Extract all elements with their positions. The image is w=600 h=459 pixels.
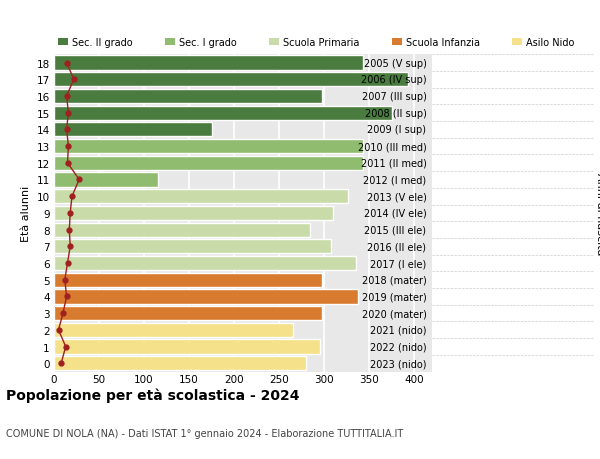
Bar [54, 90, 322, 104]
Bar [54, 140, 363, 154]
Bar [54, 190, 349, 204]
Bar [54, 106, 392, 121]
Bar [54, 157, 363, 170]
Bar [54, 323, 293, 337]
Bar [54, 356, 306, 370]
Bar [54, 257, 356, 270]
Bar [54, 306, 322, 320]
Bar [54, 223, 310, 237]
Bar [54, 73, 408, 87]
Bar [54, 290, 358, 304]
Y-axis label: Età alunni: Età alunni [21, 185, 31, 241]
Bar [54, 340, 320, 354]
Text: COMUNE DI NOLA (NA) - Dati ISTAT 1° gennaio 2024 - Elaborazione TUTTITALIA.IT: COMUNE DI NOLA (NA) - Dati ISTAT 1° genn… [6, 428, 403, 438]
Bar [54, 207, 333, 220]
Bar [54, 240, 331, 254]
Y-axis label: Anni di nascita: Anni di nascita [595, 172, 600, 255]
Bar [54, 273, 322, 287]
Bar [54, 123, 212, 137]
Legend: Sec. II grado, Sec. I grado, Scuola Primaria, Scuola Infanzia, Asilo Nido, Stran: Sec. II grado, Sec. I grado, Scuola Prim… [54, 34, 600, 52]
Bar [54, 56, 363, 71]
Text: Popolazione per età scolastica - 2024: Popolazione per età scolastica - 2024 [6, 388, 299, 403]
Bar [54, 173, 157, 187]
